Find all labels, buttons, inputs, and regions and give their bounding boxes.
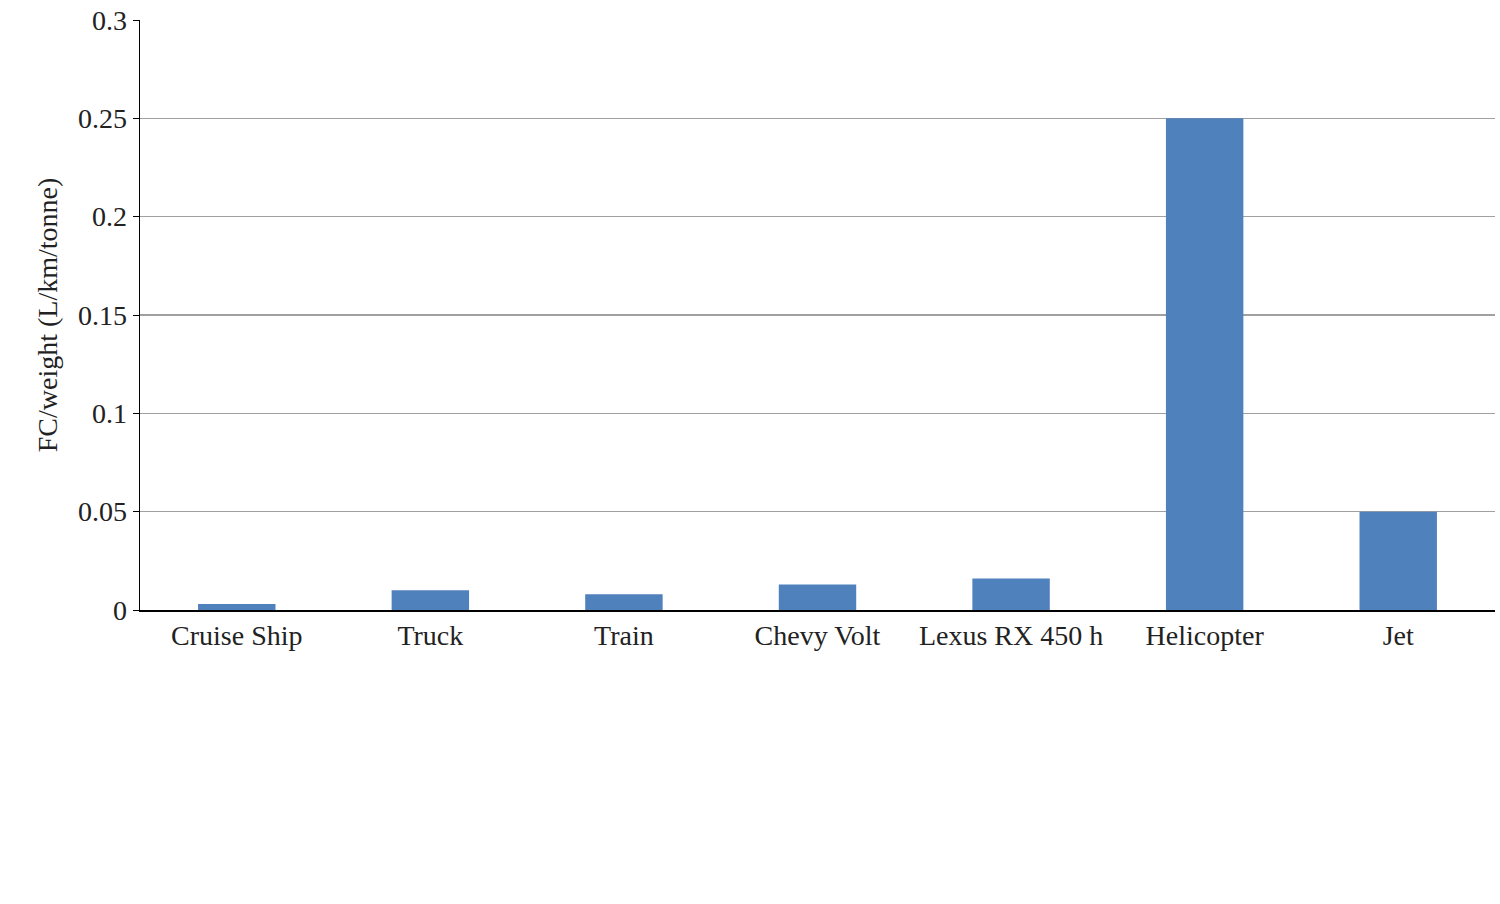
svg-text:0.15: 0.15 xyxy=(78,300,127,331)
svg-text:0.3: 0.3 xyxy=(92,5,127,36)
svg-text:0.25: 0.25 xyxy=(78,103,127,134)
svg-text:Truck: Truck xyxy=(397,620,463,651)
svg-text:0: 0 xyxy=(113,595,127,626)
svg-text:Jet: Jet xyxy=(1383,620,1414,651)
svg-text:Cruise Ship: Cruise Ship xyxy=(171,620,302,651)
svg-text:0.2: 0.2 xyxy=(92,201,127,232)
svg-text:FC/weight (L/km/tonne): FC/weight (L/km/tonne) xyxy=(32,178,63,453)
svg-text:Helicopter: Helicopter xyxy=(1146,620,1265,651)
svg-text:Lexus RX 450 h: Lexus RX 450 h xyxy=(919,620,1103,651)
svg-text:0.05: 0.05 xyxy=(78,496,127,527)
svg-text:Train: Train xyxy=(594,620,654,651)
svg-text:0.1: 0.1 xyxy=(92,398,127,429)
svg-text:Chevy Volt: Chevy Volt xyxy=(755,620,881,651)
